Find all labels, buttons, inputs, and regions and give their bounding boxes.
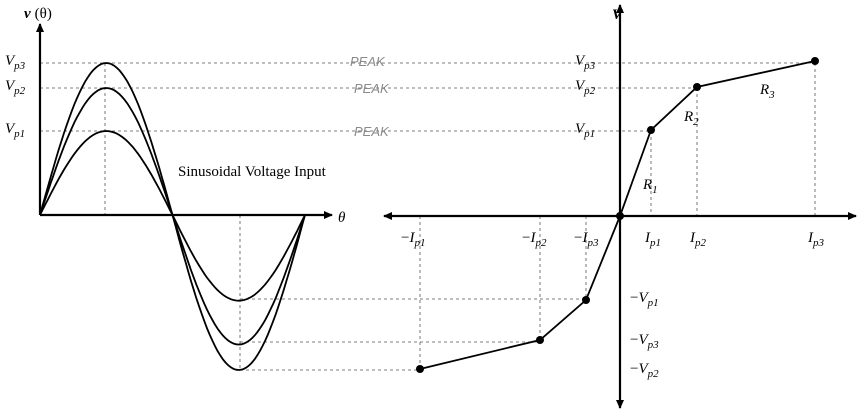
symbol: V — [638, 361, 649, 377]
peak-label: PEAK — [354, 124, 390, 139]
sign: − — [630, 361, 638, 377]
caption: Sinusoidal Voltage Input — [178, 164, 327, 180]
guide-lines — [40, 62, 816, 371]
axes — [36, 4, 857, 409]
tick-label: Vp1 — [575, 121, 595, 140]
y-axis-label: v (θ) — [24, 6, 52, 22]
tick-label: Vp2 — [5, 78, 26, 97]
tick-label: −Vp2 — [630, 361, 659, 380]
tick-label: Ip2 — [689, 230, 707, 249]
symbol: V — [638, 290, 649, 306]
x-axis-label: θ — [338, 210, 346, 226]
argument: (θ) — [35, 6, 52, 22]
subscript: p2 — [647, 368, 660, 380]
symbol: R — [683, 109, 693, 125]
tick-label: −Ip2 — [522, 230, 547, 249]
symbol: I — [529, 230, 536, 246]
symbol: R — [642, 177, 652, 193]
subscript: p3 — [812, 237, 825, 249]
tick-label: Vp2 — [575, 78, 596, 97]
symbol: I — [644, 230, 651, 246]
characteristic-curve — [416, 57, 819, 373]
subscript: p2 — [694, 237, 707, 249]
peak-label: PEAK — [350, 54, 386, 69]
subscript: 3 — [768, 89, 775, 101]
y-axis-label: V — [612, 7, 624, 23]
sign: − — [522, 230, 530, 246]
subscript: p2 — [583, 85, 596, 97]
subscript: 1 — [652, 184, 658, 196]
symbol: V — [575, 78, 586, 94]
tick-label: −Ip3 — [574, 230, 599, 249]
symbol: V — [5, 78, 16, 94]
peak-label: PEAK — [354, 81, 390, 96]
subscript: p2 — [13, 85, 26, 97]
subscript: p3 — [13, 60, 26, 72]
symbol: V — [5, 121, 16, 137]
tick-label: −Vp1 — [630, 290, 659, 309]
subscript: p1 — [647, 297, 659, 309]
symbol: I — [689, 230, 696, 246]
tick-label: −Vp3 — [630, 332, 659, 351]
subscript: p1 — [583, 128, 595, 140]
tick-label: Ip3 — [807, 230, 825, 249]
symbol: v — [24, 6, 31, 22]
subscript: p1 — [13, 128, 25, 140]
sign: − — [574, 230, 582, 246]
symbol: I — [408, 230, 415, 246]
sign: − — [630, 332, 638, 348]
subscript: p3 — [647, 339, 660, 351]
subscript: p1 — [649, 237, 661, 249]
tick-label: Ip1 — [644, 230, 661, 249]
symbol: V — [575, 121, 586, 137]
sine-curve — [39, 130, 306, 302]
symbol: I — [807, 230, 814, 246]
segment-label: R2 — [683, 109, 699, 128]
tick-label: Vp3 — [5, 53, 26, 72]
symbol: I — [581, 230, 588, 246]
symbol: R — [759, 82, 769, 98]
tick-label: −Ip1 — [401, 230, 425, 249]
tick-label: Vp3 — [575, 53, 596, 72]
symbol: V — [638, 332, 649, 348]
segment-label: R1 — [642, 177, 658, 196]
sine-curves — [39, 62, 306, 371]
subscript: p1 — [413, 237, 425, 249]
subscript: p2 — [534, 237, 547, 249]
subscript: p3 — [583, 60, 596, 72]
subscript: p3 — [586, 237, 599, 249]
sign: − — [401, 230, 409, 246]
symbol: V — [5, 53, 16, 69]
symbol: V — [575, 53, 586, 69]
subscript: 2 — [693, 116, 699, 128]
sign: − — [630, 290, 638, 306]
segment-label: R3 — [759, 82, 775, 101]
tick-label: Vp1 — [5, 121, 25, 140]
